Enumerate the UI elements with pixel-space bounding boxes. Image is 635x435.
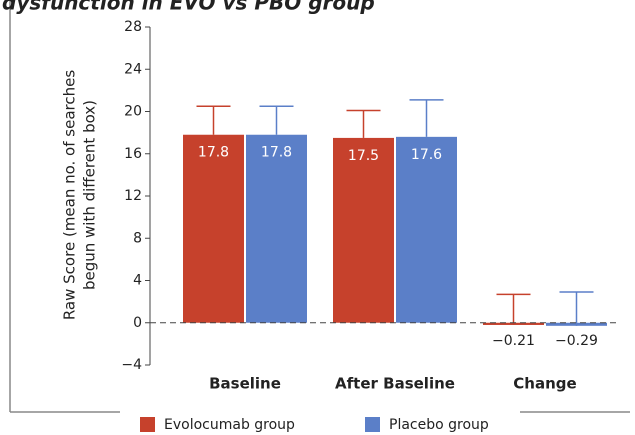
y-tick-label: 12 xyxy=(124,188,142,204)
value-label: 17.8 xyxy=(198,145,229,161)
x-tick-label: Baseline xyxy=(209,375,281,393)
bar xyxy=(333,138,394,323)
value-label: 17.6 xyxy=(411,147,442,163)
bar xyxy=(396,137,457,323)
x-tick-label: Change xyxy=(513,375,576,393)
bar xyxy=(246,135,307,323)
chart: dysfunction in EVO vs PBO group Raw Scor… xyxy=(0,0,635,435)
y-tick-label: 16 xyxy=(124,146,142,162)
y-tick-label: 8 xyxy=(133,230,142,246)
y-tick-label: 4 xyxy=(133,273,142,289)
y-tick-label: 0 xyxy=(133,315,142,331)
y-axis-title: begun with different box) xyxy=(81,100,99,290)
y-tick-label: 24 xyxy=(124,61,142,77)
value-label: 17.8 xyxy=(261,145,292,161)
y-tick-label: 28 xyxy=(124,19,142,35)
value-label: 17.5 xyxy=(348,148,379,164)
y-axis-title: Raw Score (mean no. of searches xyxy=(61,70,79,320)
legend-label: Placebo group xyxy=(389,417,489,433)
value-label: −0.21 xyxy=(492,333,535,349)
y-tick-label: −4 xyxy=(121,357,142,373)
x-tick-label: After Baseline xyxy=(335,375,455,393)
chart-title: dysfunction in EVO vs PBO group xyxy=(2,0,375,15)
legend-label: Evolocumab group xyxy=(164,417,295,433)
legend-swatch xyxy=(365,417,380,432)
y-tick-label: 20 xyxy=(124,104,142,120)
value-label: −0.29 xyxy=(555,333,598,349)
legend-swatch xyxy=(140,417,155,432)
bar xyxy=(183,135,244,323)
